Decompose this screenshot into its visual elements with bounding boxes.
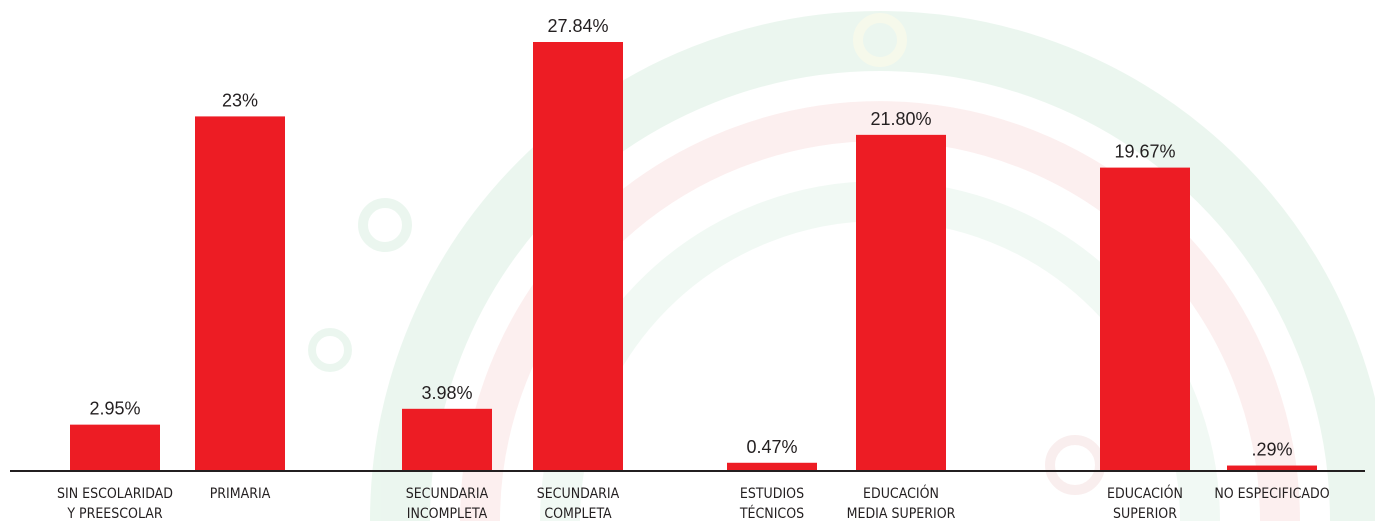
x-tick-label: ESTUDIOS TÉCNICOS	[739, 486, 804, 521]
bar	[533, 42, 623, 470]
x-tick-label: SIN ESCOLARIDAD Y PREESCOLAR	[57, 486, 173, 521]
bar	[1227, 465, 1317, 470]
x-tick-label-line: EDUCACIÓN	[863, 484, 939, 502]
x-tick-label-line: TÉCNICOS	[739, 505, 804, 521]
x-tick-label-line: Y PREESCOLAR	[66, 506, 163, 521]
x-tick-label: SECUNDARIA INCOMPLETA	[406, 486, 489, 521]
value-label: 2.95%	[89, 399, 140, 419]
x-tick-label-line: PRIMARIA	[210, 486, 271, 502]
bar	[70, 424, 160, 470]
x-tick-label-line: MEDIA SUPERIOR	[847, 506, 956, 521]
x-tick-label: EDUCACIÓN SUPERIOR	[1107, 484, 1183, 521]
x-tick-label: PRIMARIA	[210, 486, 271, 502]
x-tick-label-line: SECUNDARIA	[537, 486, 620, 502]
bar	[1100, 167, 1190, 471]
value-label: 21.80%	[870, 109, 931, 129]
x-tick-label-line: EDUCACIÓN	[1107, 484, 1183, 502]
value-label: 0.47%	[746, 437, 797, 457]
bar	[856, 134, 946, 470]
bar	[727, 462, 817, 470]
value-label: 19.67%	[1114, 142, 1175, 162]
x-tick-label: SECUNDARIA COMPLETA	[537, 486, 620, 521]
x-tick-label-line: SECUNDARIA	[406, 486, 489, 502]
bar	[195, 116, 285, 470]
x-tick-label: EDUCACIÓN MEDIA SUPERIOR	[847, 484, 956, 521]
x-tick-label-line: COMPLETA	[544, 506, 612, 521]
value-label: 23%	[222, 90, 258, 110]
x-tick-label-line: SUPERIOR	[1113, 506, 1177, 521]
x-tick-label: NO ESPECIFICADO	[1214, 486, 1329, 502]
x-tick-label-line: NO ESPECIFICADO	[1214, 486, 1329, 502]
value-label: .29%	[1251, 440, 1292, 460]
x-tick-label-line: ESTUDIOS	[740, 486, 804, 502]
value-label: 3.98%	[421, 383, 472, 403]
value-label: 27.84%	[547, 16, 608, 36]
x-tick-label-line: SIN ESCOLARIDAD	[57, 486, 173, 502]
x-tick-label-line: INCOMPLETA	[407, 506, 488, 521]
bar	[402, 408, 492, 470]
